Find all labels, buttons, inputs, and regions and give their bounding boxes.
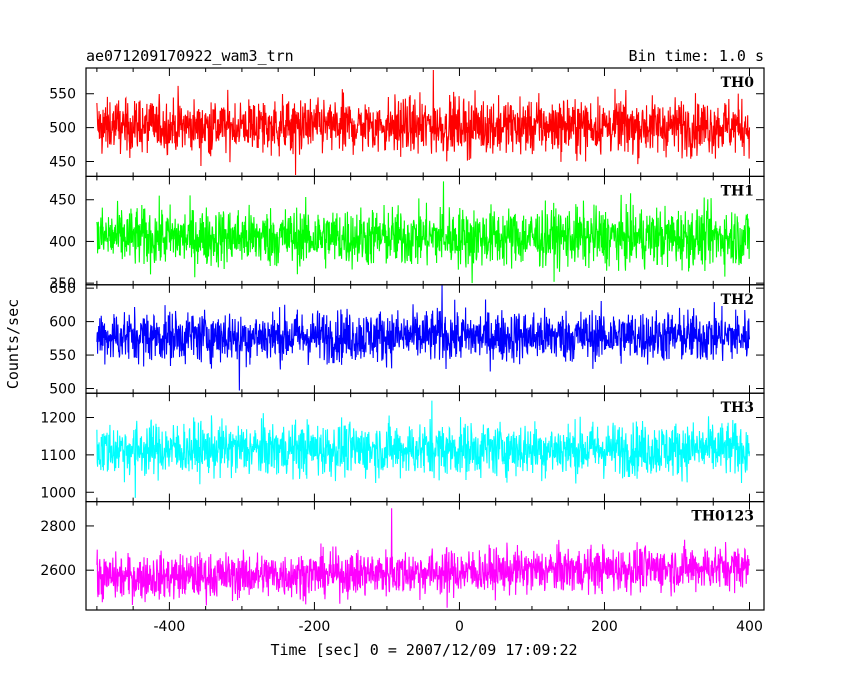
y-axis-label: Counts/sec (4, 299, 22, 389)
x-tick-label: 0 (455, 619, 464, 635)
y-tick-label: 550 (49, 348, 76, 364)
x-tick-label: 400 (736, 619, 763, 635)
y-tick-label: 450 (49, 193, 76, 209)
panel-label: TH0 (721, 75, 755, 91)
y-tick-label: 500 (49, 382, 76, 398)
y-tick-label: 1000 (40, 485, 76, 501)
series-line-th3 (96, 400, 751, 498)
series-line-th1 (96, 181, 751, 284)
panel-label: TH2 (721, 292, 754, 308)
y-tick-label: 450 (49, 154, 76, 170)
y-tick-label: 1200 (40, 410, 76, 426)
x-axis-label: Time [sec] 0 = 2007/12/09 17:09:22 (270, 641, 577, 659)
panel-th2: TH2 500 550 600 650 (49, 281, 765, 398)
chart-title-left: ae071209170922_wam3_trn (86, 47, 294, 65)
y-tick-label: 2800 (40, 519, 76, 535)
panel-label: TH3 (721, 400, 754, 416)
y-tick-label: 2600 (40, 563, 76, 579)
panel-label: TH1 (721, 183, 754, 199)
panel-th3: TH3 1000 1100 1200 (40, 392, 765, 503)
chart-title-right: Bin time: 1.0 s (629, 47, 764, 65)
panel-frame (85, 501, 765, 611)
series-line-th0123 (96, 508, 751, 608)
y-tick-label: 350 (49, 276, 76, 292)
series-line-th2 (96, 284, 751, 391)
x-tick-label: 200 (591, 619, 618, 635)
x-tick-label: -200 (299, 619, 331, 635)
panel-th1: TH1 350 400 450 (49, 175, 765, 292)
y-tick-label: 400 (49, 234, 76, 250)
series-line-th0 (96, 70, 751, 176)
y-tick-label: 650 (49, 281, 76, 297)
x-tick-label: -400 (153, 619, 185, 635)
y-tick-label: 1100 (40, 448, 76, 464)
panel-label: TH0123 (691, 509, 754, 525)
panel-th0: TH0 450 500 550 (49, 67, 765, 178)
panel-th0123: TH0123 2600 2800 (40, 501, 765, 611)
y-tick-label: 600 (49, 315, 76, 331)
y-tick-label: 500 (49, 121, 76, 137)
y-tick-label: 550 (49, 87, 76, 103)
